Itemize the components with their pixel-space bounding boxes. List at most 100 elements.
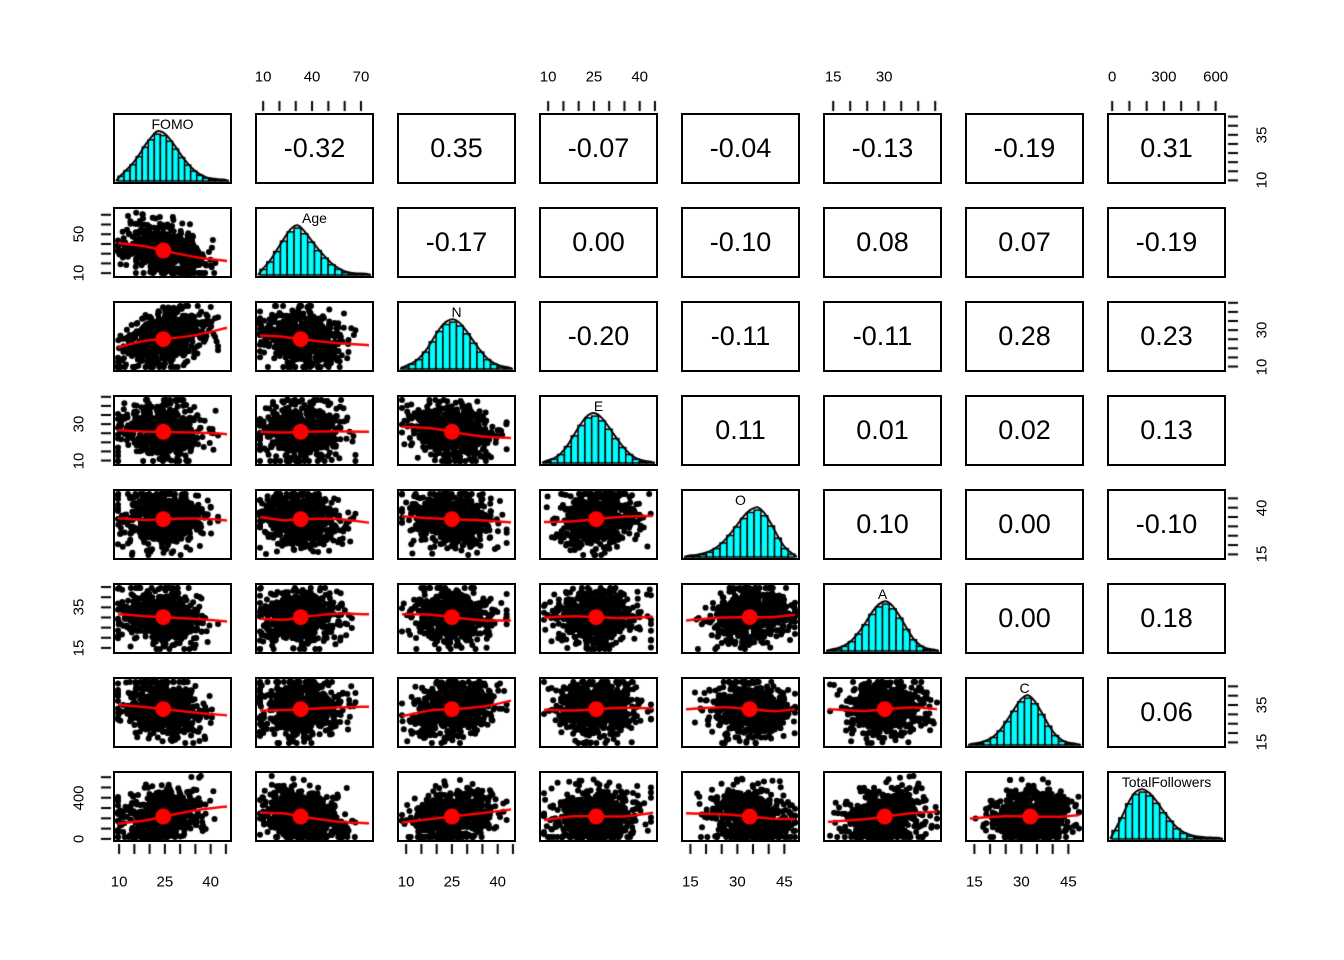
correlation-cell-E-O: 0.11 [681, 395, 800, 466]
axis-tick-label: 15 [1253, 734, 1271, 751]
correlation-value: 0.11 [715, 415, 766, 445]
scatter-panel-C-vs-A [823, 677, 942, 748]
scatter-panel-TotalFollowers-vs-O [681, 771, 800, 842]
axis-tick-label: 10 [397, 873, 415, 891]
axis-tick-label: 25 [443, 873, 461, 891]
correlation-cell-N-C: 0.28 [965, 301, 1084, 372]
axis-tick-label: 40 [489, 873, 507, 891]
scatter-canvas [683, 773, 798, 840]
axis-tick-label: 15 [1253, 546, 1271, 563]
scatter-panel-C-vs-N [397, 677, 516, 748]
correlation-cell-Age-C: 0.07 [965, 207, 1084, 278]
scatter-panel-O-vs-N [397, 489, 516, 560]
correlation-value: 0.23 [1140, 321, 1193, 351]
correlation-value: 0.08 [856, 227, 909, 257]
scatter-panel-C-vs-E [539, 677, 658, 748]
scatter-panel-TotalFollowers-vs-Age [255, 771, 374, 842]
axis-tick-label: 300 [1151, 68, 1177, 86]
scatter-canvas [115, 303, 230, 370]
axis-tick-label: 35 [70, 598, 88, 616]
scatter-canvas [115, 209, 230, 276]
histogram-canvas [825, 585, 940, 652]
scatter-canvas [257, 491, 372, 558]
correlation-cell-E-TotalFollowers: 0.13 [1107, 395, 1226, 466]
axis-tick-label: 10 [1253, 172, 1271, 189]
histogram-panel-FOMO: FOMO [113, 113, 232, 184]
correlation-cell-N-O: -0.11 [681, 301, 800, 372]
correlation-cell-FOMO-E: -0.07 [539, 113, 658, 184]
correlation-cell-FOMO-A: -0.13 [823, 113, 942, 184]
correlation-cell-Age-N: -0.17 [397, 207, 516, 278]
scatter-canvas [257, 397, 372, 464]
correlation-cell-FOMO-N: 0.35 [397, 113, 516, 184]
axis-tick-label: 10 [539, 68, 557, 86]
correlation-value: 0.31 [1140, 133, 1193, 163]
axis-tick-label: 30 [1253, 321, 1271, 339]
scatter-panel-TotalFollowers-vs-FOMO [113, 771, 232, 842]
scatter-canvas [825, 773, 940, 840]
histogram-panel-Age: Age [255, 207, 374, 278]
correlation-cell-Age-E: 0.00 [539, 207, 658, 278]
correlation-value: 0.18 [1140, 603, 1193, 633]
correlation-cell-A-C: 0.00 [965, 583, 1084, 654]
scatter-canvas [541, 491, 656, 558]
histogram-panel-N: N [397, 301, 516, 372]
axis-tick-label: 15 [682, 873, 699, 891]
correlation-value: -0.32 [283, 133, 346, 163]
correlation-value: 0.06 [1140, 697, 1193, 727]
axis-tick-label: 15 [966, 873, 983, 891]
axis-tick-label: 25 [156, 873, 174, 891]
histogram-panel-C: C [965, 677, 1084, 748]
axis-tick-label: 10 [70, 452, 88, 469]
axis-tick-label: 0 [1108, 68, 1117, 86]
correlation-cell-FOMO-O: -0.04 [681, 113, 800, 184]
correlation-cell-E-C: 0.02 [965, 395, 1084, 466]
correlation-cell-Age-O: -0.10 [681, 207, 800, 278]
histogram-panel-A: A [823, 583, 942, 654]
correlation-value: -0.13 [851, 133, 914, 163]
axis-tick-label: 30 [1013, 873, 1030, 891]
correlation-cell-A-TotalFollowers: 0.18 [1107, 583, 1226, 654]
correlation-cell-N-A: -0.11 [823, 301, 942, 372]
histogram-canvas [257, 209, 372, 276]
scatter-canvas [541, 585, 656, 652]
axis-tick-label: 40 [202, 873, 219, 891]
scatter-canvas [257, 585, 372, 652]
axis-tick-label: 50 [70, 225, 88, 243]
correlation-value: 0.10 [856, 509, 909, 539]
scatter-panel-E-vs-N [397, 395, 516, 466]
scatter-panel-A-vs-Age [255, 583, 374, 654]
correlation-cell-O-A: 0.10 [823, 489, 942, 560]
scatter-panel-O-vs-E [539, 489, 658, 560]
axis-tick-label: 10 [70, 264, 88, 282]
correlation-cell-Age-TotalFollowers: -0.19 [1107, 207, 1226, 278]
scatter-panel-TotalFollowers-vs-A [823, 771, 942, 842]
axis-tick-label: 40 [1253, 499, 1271, 517]
scatter-panel-A-vs-N [397, 583, 516, 654]
axis-tick-label: 30 [70, 415, 88, 433]
histogram-panel-O: O [681, 489, 800, 560]
correlation-cell-Age-A: 0.08 [823, 207, 942, 278]
correlation-cell-O-C: 0.00 [965, 489, 1084, 560]
scatter-canvas [257, 303, 372, 370]
correlation-value: -0.19 [1135, 227, 1198, 257]
scatter-canvas [115, 491, 230, 558]
scatter-canvas [683, 679, 798, 746]
correlation-value: 0.00 [572, 227, 625, 257]
correlation-cell-C-TotalFollowers: 0.06 [1107, 677, 1226, 748]
correlation-cell-O-TotalFollowers: -0.10 [1107, 489, 1226, 560]
scatter-panel-N-vs-Age [255, 301, 374, 372]
axis-tick-label: 30 [875, 68, 893, 86]
axis-tick-label: 15 [70, 639, 88, 657]
correlation-value: 0.02 [998, 415, 1051, 445]
correlation-value: -0.07 [567, 133, 630, 163]
correlation-cell-FOMO-Age: -0.32 [255, 113, 374, 184]
histogram-canvas [967, 679, 1082, 746]
correlation-value: 0.07 [998, 227, 1051, 257]
axis-tick-label: 70 [352, 68, 370, 86]
scatter-panel-C-vs-O [681, 677, 800, 748]
axis-tick-label: 0 [70, 834, 88, 844]
scatter-canvas [967, 773, 1082, 840]
correlation-cell-E-A: 0.01 [823, 395, 942, 466]
